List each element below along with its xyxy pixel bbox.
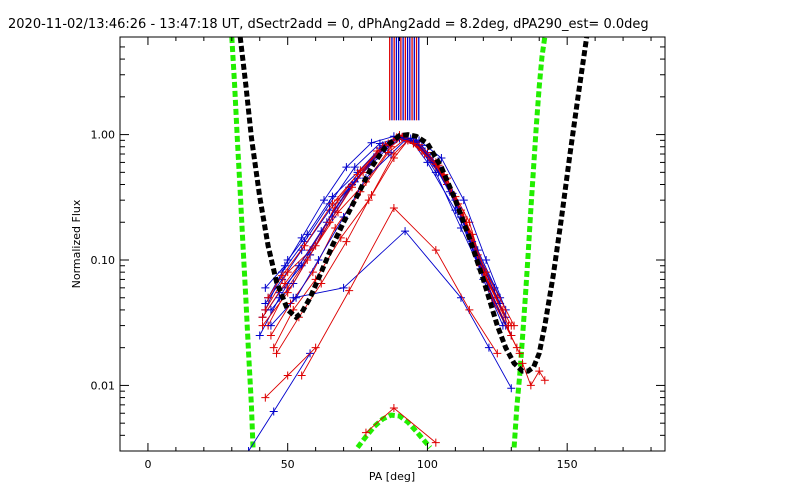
data-point	[389, 150, 398, 159]
data-point	[258, 313, 267, 322]
data-point	[350, 163, 359, 172]
data-point	[280, 261, 289, 270]
data-point	[373, 146, 382, 155]
x-tick-label: 50	[281, 458, 295, 471]
plot-frame	[119, 36, 666, 452]
data-point	[401, 227, 410, 236]
data-point	[465, 305, 474, 314]
data-point	[350, 177, 359, 186]
series-line	[267, 136, 515, 326]
y-axis-label: Normalized Flux	[70, 199, 83, 288]
data-point	[518, 359, 527, 368]
chart-title: 2020-11-02/13:46:26 - 13:47:18 UT, dSect…	[8, 17, 649, 32]
data-point	[264, 293, 273, 302]
data-point	[345, 286, 354, 295]
data-point	[266, 305, 275, 314]
data-point	[297, 371, 306, 380]
vertical-markers	[389, 37, 420, 121]
series-line	[248, 353, 311, 451]
data-point	[347, 183, 356, 192]
data-point	[540, 376, 549, 385]
x-axis-label: PA [deg]	[369, 470, 415, 483]
green-model-curves	[229, 37, 548, 450]
data-point	[303, 256, 312, 265]
data-point	[482, 256, 491, 265]
data-point	[294, 261, 303, 270]
data-point	[289, 293, 298, 302]
data-point	[535, 367, 544, 376]
series-line	[301, 207, 498, 376]
data-point	[493, 349, 502, 358]
green-model-curve	[511, 37, 548, 448]
data-point	[409, 139, 418, 148]
x-tick-label: 0	[144, 458, 151, 471]
axes: 0 50 100 150 0.01 0.10 1.00	[91, 36, 665, 471]
series-line	[264, 137, 507, 318]
data-point	[526, 381, 535, 390]
data-point	[266, 321, 275, 330]
data-point	[507, 331, 516, 340]
data-point	[367, 138, 376, 147]
data-point	[504, 321, 513, 330]
green-model-curve	[355, 412, 433, 450]
series-line	[293, 230, 512, 389]
data-point	[389, 404, 398, 413]
data-point	[437, 154, 446, 163]
data-point	[484, 343, 493, 352]
data-point	[278, 271, 287, 280]
data-point	[255, 331, 264, 340]
black-fit-curve	[237, 37, 590, 374]
x-tick-label: 150	[557, 458, 578, 471]
y-tick-label: 0.01	[91, 379, 116, 392]
data-point	[269, 407, 278, 416]
data-point	[339, 283, 348, 292]
data-point	[283, 288, 292, 297]
y-tick-label: 1.00	[91, 129, 116, 142]
data-point	[431, 246, 440, 255]
y-tick-label: 0.10	[91, 254, 116, 267]
data-point	[515, 349, 524, 358]
data-point	[300, 241, 309, 250]
data-point	[261, 283, 270, 292]
data-point	[342, 163, 351, 172]
data-point	[459, 196, 468, 205]
data-point	[507, 384, 516, 393]
data-point	[361, 428, 370, 437]
data-point	[269, 343, 278, 352]
data-point	[244, 447, 253, 451]
green-model-curve	[229, 37, 256, 448]
data-point	[320, 196, 329, 205]
data-point	[283, 371, 292, 380]
black-model-curve	[237, 37, 590, 374]
data-point	[283, 256, 292, 265]
data-point	[272, 349, 281, 358]
data-point	[328, 199, 337, 208]
x-tick-label: 100	[417, 458, 438, 471]
data-point	[266, 331, 275, 340]
data-point	[367, 190, 376, 199]
data-point	[297, 233, 306, 242]
data-point	[328, 213, 337, 222]
data-point	[311, 343, 320, 352]
series-line	[264, 347, 316, 398]
data-series	[244, 131, 549, 451]
data-point	[431, 438, 440, 447]
data-point	[258, 321, 267, 330]
data-point	[325, 218, 334, 227]
data-point	[314, 256, 323, 265]
data-point	[342, 237, 351, 246]
data-point	[261, 393, 270, 402]
data-point	[389, 203, 398, 212]
series-line	[522, 363, 546, 387]
